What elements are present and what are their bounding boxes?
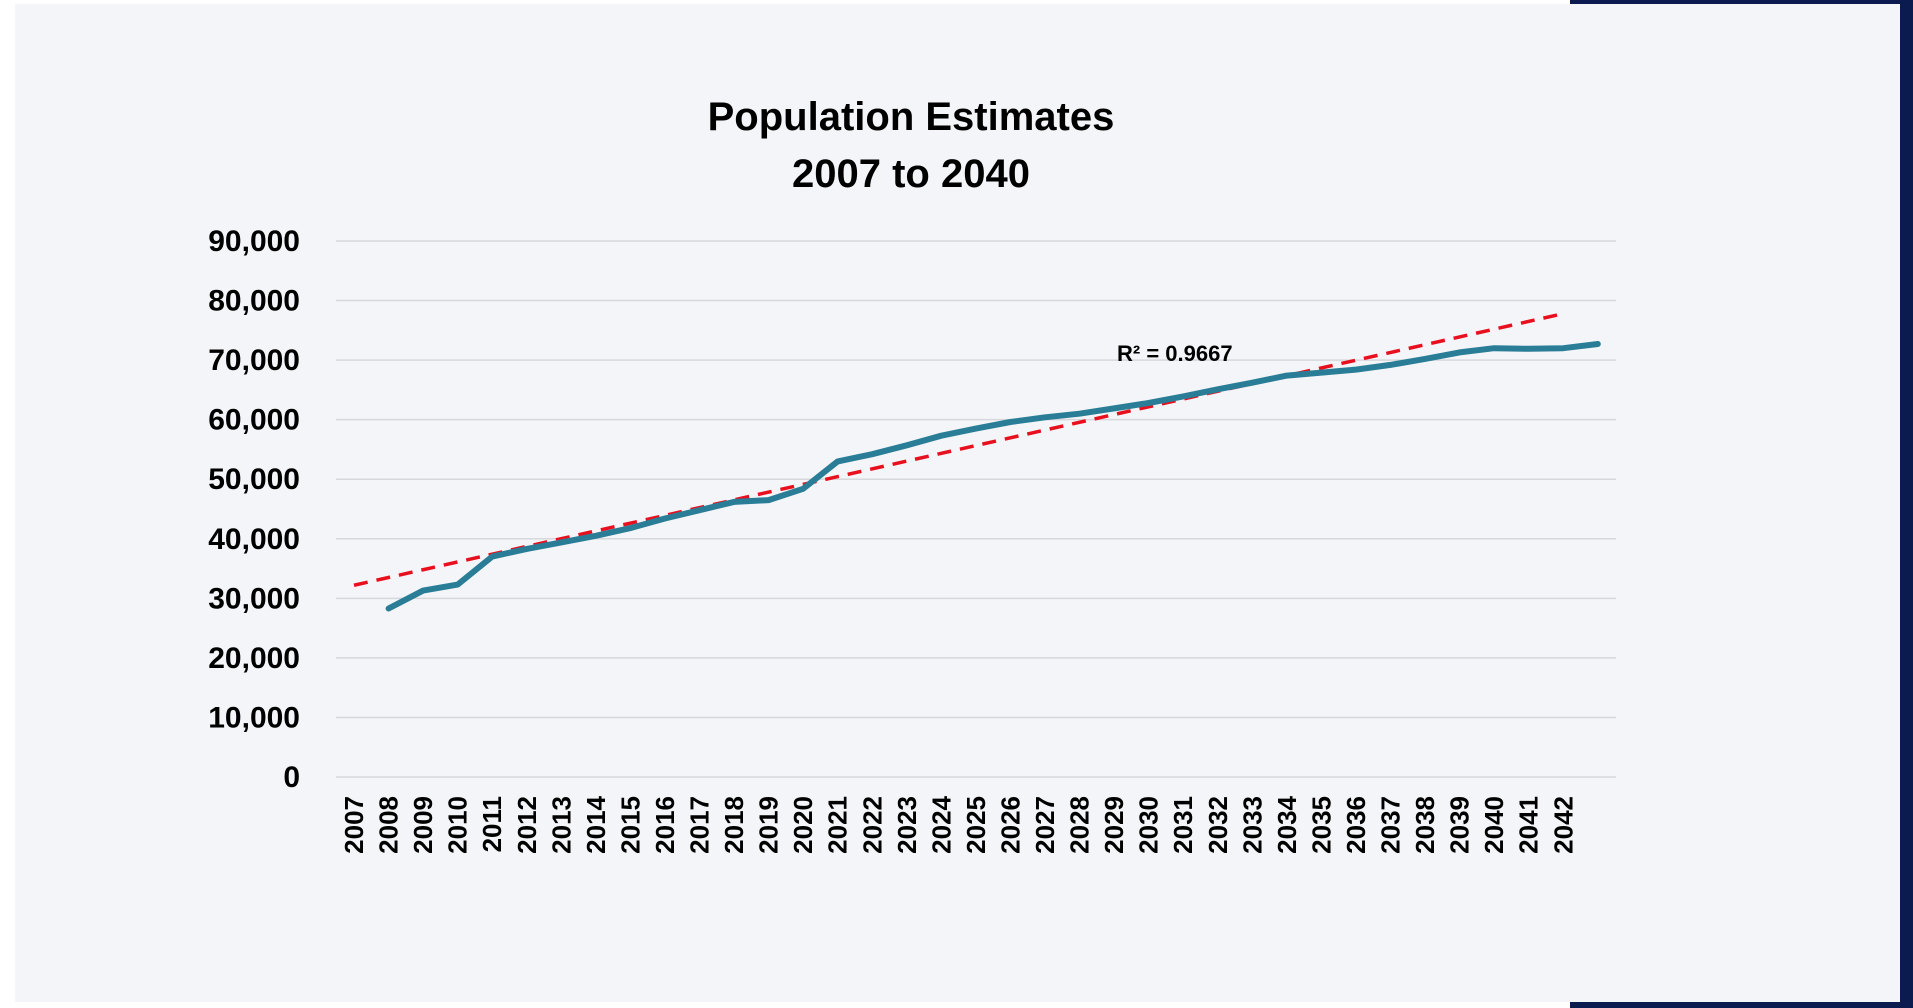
x-tick-label: 2013 bbox=[546, 796, 576, 854]
r-squared-label: R² = 0.9667 bbox=[1117, 341, 1233, 366]
y-tick-label: 20,000 bbox=[208, 642, 300, 675]
y-tick-label: 90,000 bbox=[208, 225, 300, 258]
y-tick-label: 30,000 bbox=[208, 582, 300, 615]
y-tick-label: 40,000 bbox=[208, 523, 300, 556]
x-tick-label: 2019 bbox=[754, 796, 784, 854]
x-tick-label: 2028 bbox=[1065, 796, 1095, 854]
x-tick-label: 2020 bbox=[788, 796, 818, 854]
x-tick-label: 2018 bbox=[719, 796, 749, 854]
y-tick-label: 80,000 bbox=[208, 285, 300, 318]
x-tick-label: 2042 bbox=[1548, 796, 1578, 854]
x-tick-label: 2038 bbox=[1410, 796, 1440, 854]
x-tick-label: 2021 bbox=[823, 796, 853, 854]
y-tick-label: 60,000 bbox=[208, 404, 300, 437]
chart-title-line-2: 2007 to 2040 bbox=[792, 152, 1030, 196]
y-axis-tick-labels: 0 10,000 20,000 30,000 40,000 50,000 60,000 70,… bbox=[208, 225, 300, 794]
x-tick-label: 2029 bbox=[1099, 796, 1129, 854]
x-tick-label: 2009 bbox=[408, 796, 438, 854]
y-tick-label: 0 bbox=[283, 761, 300, 794]
chart-title: Population Estimates 2007 to 2040 bbox=[708, 95, 1115, 196]
x-tick-label: 2041 bbox=[1514, 796, 1544, 854]
y-tick-label: 10,000 bbox=[208, 701, 300, 734]
x-tick-label: 2012 bbox=[512, 796, 542, 854]
x-tick-label: 2037 bbox=[1376, 796, 1406, 854]
series-line bbox=[385, 341, 1601, 612]
x-tick-label: 2015 bbox=[615, 796, 645, 854]
x-tick-label: 2040 bbox=[1479, 796, 1509, 854]
x-tick-label: 2033 bbox=[1237, 796, 1267, 854]
x-tick-label: 2039 bbox=[1445, 796, 1475, 854]
x-tick-label: 2035 bbox=[1306, 796, 1336, 854]
x-tick-label: 2023 bbox=[892, 796, 922, 854]
x-tick-label: 2007 bbox=[339, 796, 369, 854]
y-tick-label: 70,000 bbox=[208, 344, 300, 377]
x-tick-label: 2008 bbox=[374, 796, 404, 854]
x-tick-label: 2025 bbox=[961, 796, 991, 854]
x-tick-label: 2026 bbox=[995, 796, 1025, 854]
x-tick-label: 2022 bbox=[857, 796, 887, 854]
x-tick-label: 2031 bbox=[1168, 796, 1198, 854]
x-axis-tick-labels: 2007 2008 2009 2010 2011 2012 2013 2014 2015 2016… bbox=[339, 795, 1578, 853]
x-tick-label: 2014 bbox=[581, 795, 611, 853]
x-tick-label: 2017 bbox=[685, 796, 715, 854]
x-tick-label: 2036 bbox=[1341, 796, 1371, 854]
chart-title-line-1: Population Estimates bbox=[708, 95, 1115, 139]
x-tick-label: 2016 bbox=[650, 796, 680, 854]
y-tick-label: 50,000 bbox=[208, 463, 300, 496]
x-tick-label: 2027 bbox=[1030, 796, 1060, 854]
x-tick-label: 2010 bbox=[443, 796, 473, 854]
gridlines bbox=[336, 240, 1616, 778]
x-tick-label: 2034 bbox=[1272, 795, 1302, 853]
chart-slide bbox=[15, 4, 1900, 1002]
series-group bbox=[385, 341, 1601, 612]
x-tick-label: 2011 bbox=[477, 796, 507, 852]
x-tick-label: 2030 bbox=[1134, 796, 1164, 854]
x-tick-label: 2032 bbox=[1203, 796, 1233, 854]
x-tick-label: 2024 bbox=[926, 795, 956, 853]
